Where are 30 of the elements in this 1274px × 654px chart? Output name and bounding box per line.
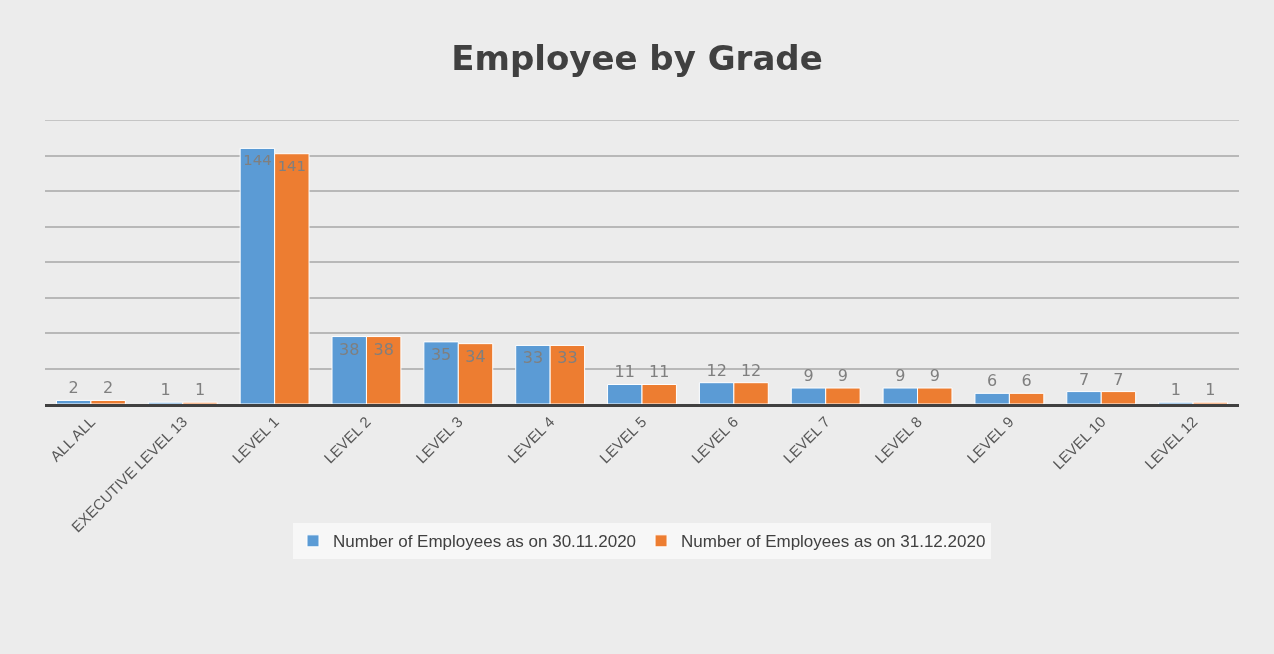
data-label: 9 [837,366,848,386]
data-label: 33 [522,348,544,368]
data-label: 11 [614,362,635,382]
data-label: 9 [929,366,940,386]
data-label: 7 [1078,369,1090,389]
data-label: 1 [194,380,206,400]
data-label: 33 [557,348,578,368]
data-label: 7 [1113,369,1124,389]
data-label: 34 [465,346,486,366]
legend-label: Number of Employees as on 30.11.2020 [333,532,637,552]
data-label: 1 [1205,380,1216,400]
data-label: 9 [895,366,906,386]
legend-label: Number of Employees as on 31.12.2020 [681,532,986,552]
x-tick-label: ALL ALL [46,412,99,465]
data-label: 144 [243,151,272,170]
data-label: 6 [1021,371,1032,391]
chart-title: Employee by Grade [451,37,823,78]
data-label: 1 [1170,380,1181,400]
data-label: 12 [706,360,727,380]
data-label: 12 [740,360,762,380]
data-label: 9 [803,366,814,386]
data-label: 11 [649,362,670,382]
data-label: 141 [277,156,307,175]
data-label: 35 [430,344,452,364]
data-label: 2 [103,378,114,398]
data-label: 6 [987,371,998,391]
data-label: 38 [339,339,360,359]
data-label: 1 [160,380,171,400]
data-label: 2 [68,378,79,398]
data-label: 38 [373,339,394,359]
